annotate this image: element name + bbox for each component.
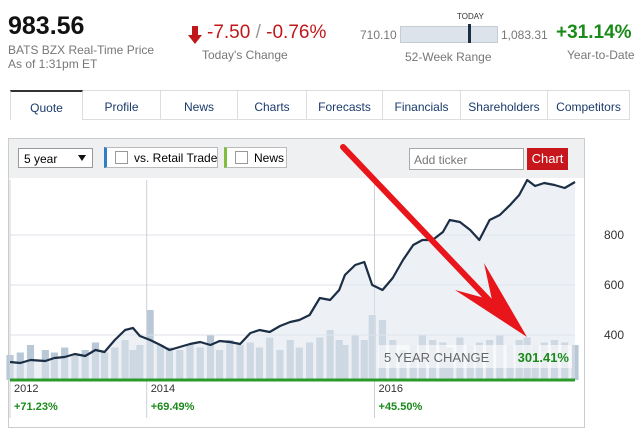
todays-change: -7.50 / -0.76% — [207, 22, 326, 44]
range-label: 52-Week Range — [405, 50, 492, 64]
down-arrow — [188, 26, 202, 44]
news-label: News — [254, 151, 285, 165]
tab[interactable]: Shareholders — [461, 90, 548, 120]
price: 983.56 — [8, 12, 85, 40]
annotation-label: 5 YEAR CHANGE — [384, 350, 490, 365]
compare-label: vs. Retail Trade — [134, 151, 218, 165]
x-tick-label: 2012 — [14, 383, 38, 395]
period-select[interactable]: 5 year — [18, 148, 93, 168]
period: 5 year — [24, 152, 58, 166]
range-low: 710.10 — [360, 28, 397, 42]
y-tick-label: 600 — [604, 278, 624, 292]
price-area — [10, 180, 575, 380]
period-change: +69.49% — [151, 401, 195, 413]
x-tick-label: 2014 — [151, 383, 175, 395]
range-marker-label: TODAY — [457, 12, 484, 21]
annotation-value: 301.41% — [518, 350, 570, 365]
tab[interactable]: Competitors — [548, 90, 630, 120]
red-arrow — [340, 144, 508, 320]
dropdown-arrow — [78, 155, 86, 161]
ytd: +31.14% — [556, 22, 632, 43]
news-toggle[interactable]: News — [224, 147, 287, 168]
tab[interactable]: News — [161, 90, 238, 120]
tab[interactable]: Profile — [83, 90, 161, 120]
y-tick-label: 400 — [604, 328, 624, 342]
range-bar — [400, 26, 498, 43]
ytd-label: Year-to-Date — [567, 48, 635, 62]
ticker-input[interactable]: Add ticker — [409, 148, 524, 170]
tab[interactable]: Forecasts — [307, 90, 383, 120]
range-marker — [468, 24, 471, 43]
separator: / — [255, 22, 261, 43]
price-line — [9, 178, 576, 365]
change-label: Today's Change — [202, 48, 288, 62]
annotation-box — [378, 345, 572, 368]
range-high: 1,083.31 — [501, 28, 548, 42]
change-pct: -0.76% — [266, 22, 327, 43]
tab[interactable]: Charts — [238, 90, 307, 120]
price-time: As of 1:31pm ET — [8, 57, 98, 71]
change: -7.50 — [207, 22, 251, 43]
red-arrowhead — [455, 263, 527, 337]
period-change: +45.50% — [379, 401, 423, 413]
x-tick-label: 2016 — [379, 383, 403, 395]
tab[interactable]: Financials — [383, 90, 461, 120]
tab[interactable]: Quote — [10, 90, 83, 120]
period-change: +71.23% — [14, 401, 58, 413]
compare-toggle[interactable]: vs. Retail Trade — [104, 147, 218, 168]
chart-button[interactable]: Chart — [527, 148, 568, 170]
price-source: BATS BZX Real-Time Price — [8, 43, 155, 57]
y-tick-label: 800 — [604, 228, 624, 242]
